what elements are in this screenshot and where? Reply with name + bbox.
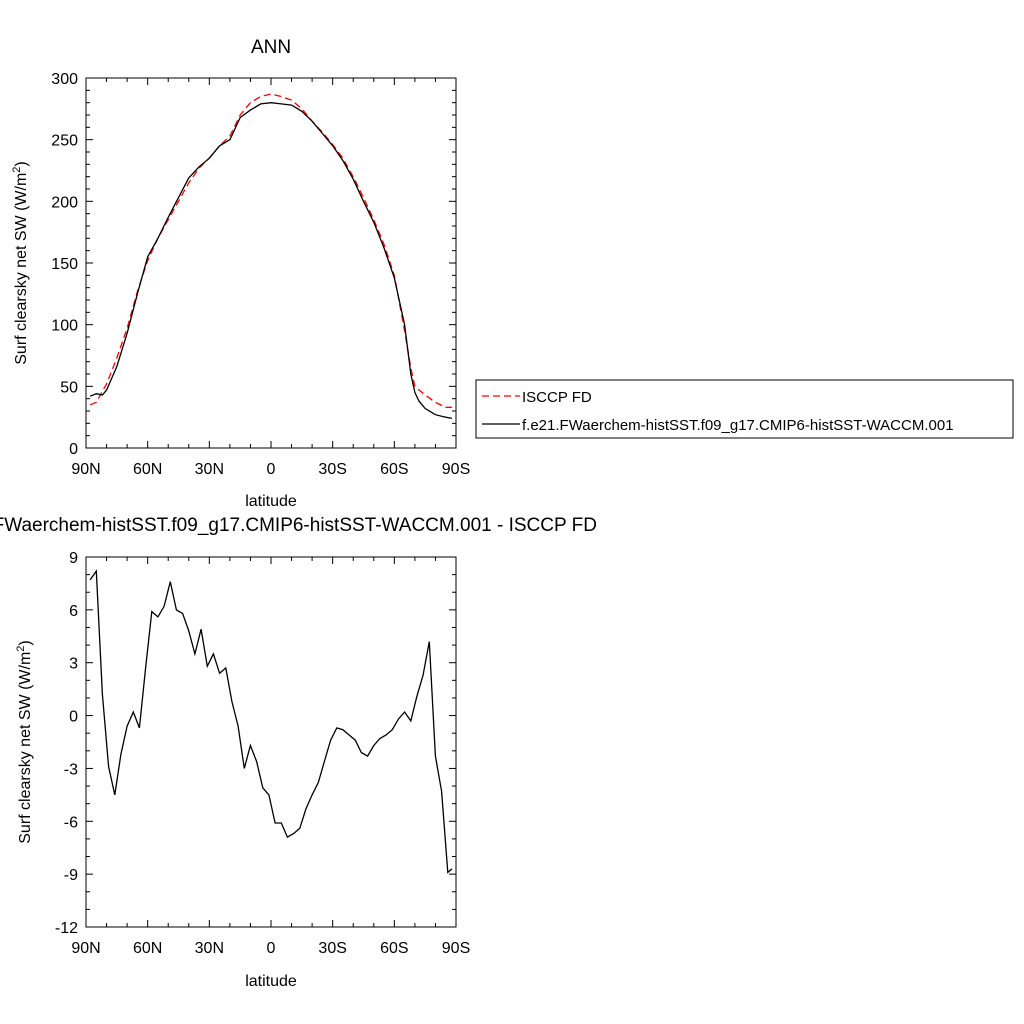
- x-tick-label: 90S: [442, 940, 470, 957]
- y-tick-label: -3: [64, 761, 78, 778]
- x-tick-label: 60N: [133, 940, 162, 957]
- y-tick-label: -12: [55, 920, 78, 937]
- y-tick-label: 250: [51, 133, 78, 150]
- chart-title: ANN: [251, 37, 291, 58]
- y-tick-label: 6: [69, 603, 78, 620]
- x-axis-label: latitude: [245, 493, 297, 510]
- legend-frame: [475, 379, 1014, 439]
- x-tick-label: 90N: [71, 461, 100, 478]
- plot-frame: 90N 60N 30N 0 30S 60S 90S 0 50 100 150 200 250 300: [51, 71, 470, 478]
- x-tick-label: 90N: [71, 940, 100, 957]
- y-tick-label: 150: [51, 256, 78, 273]
- series-line-0: [89, 569, 453, 874]
- difference-chart-title: f.e21.FWaerchem-histSST.f09_g17.CMIP6-hi…: [0, 515, 597, 536]
- x-tick-label: 0: [267, 461, 276, 478]
- series-lines: [89, 93, 453, 420]
- y-tick-label: 50: [60, 379, 78, 396]
- series-line-0: [89, 93, 452, 408]
- y-tick-label: -6: [64, 814, 78, 831]
- y-axis-label: Surf clearsky net SW (W/m2): [11, 161, 30, 364]
- y-tick-label: -9: [64, 867, 78, 884]
- y-tick-label: 0: [69, 441, 78, 458]
- y-tick-label: 0: [69, 709, 78, 726]
- legend: ISCCP FD f.e21.FWaerchem-histSST.f09_g17…: [475, 379, 1014, 439]
- plot-frame: 90N 60N 30N 0 30S 60S 90S -12 -9 -6 -3 0 3 6 9: [55, 550, 470, 957]
- y-tick-label: 9: [69, 550, 78, 567]
- y-axis-label: Surf clearsky net SW (W/m2): [15, 640, 34, 843]
- series-lines: [89, 569, 453, 874]
- plot-border: [85, 556, 457, 928]
- top-chart: ANN 90N 60N 30N 0 30S 60S 90S 0 50 100 150 200 250 30…: [11, 37, 470, 510]
- series-line-1: [89, 102, 453, 420]
- x-axis-label: latitude: [245, 973, 297, 990]
- x-tick-label: 0: [267, 940, 276, 957]
- x-tick-label: 60S: [380, 461, 408, 478]
- x-tick-label: 60S: [380, 940, 408, 957]
- legend-label-isccp: ISCCP FD: [522, 389, 592, 406]
- y-tick-label: 3: [69, 656, 78, 673]
- plot-border: [85, 77, 457, 449]
- x-tick-label: 60N: [133, 461, 162, 478]
- y-tick-label: 100: [51, 318, 78, 335]
- y-tick-label: 200: [51, 194, 78, 211]
- legend-label-model: f.e21.FWaerchem-histSST.f09_g17.CMIP6-hi…: [522, 417, 954, 434]
- x-tick-label: 30S: [318, 461, 346, 478]
- x-tick-label: 30N: [195, 461, 224, 478]
- x-tick-label: 90S: [442, 461, 470, 478]
- x-tick-label: 30S: [318, 940, 346, 957]
- y-tick-label: 300: [51, 71, 78, 88]
- x-tick-label: 30N: [195, 940, 224, 957]
- bottom-chart: f.e21.FWaerchem-histSST.f09_g17.CMIP6-hi…: [0, 515, 597, 990]
